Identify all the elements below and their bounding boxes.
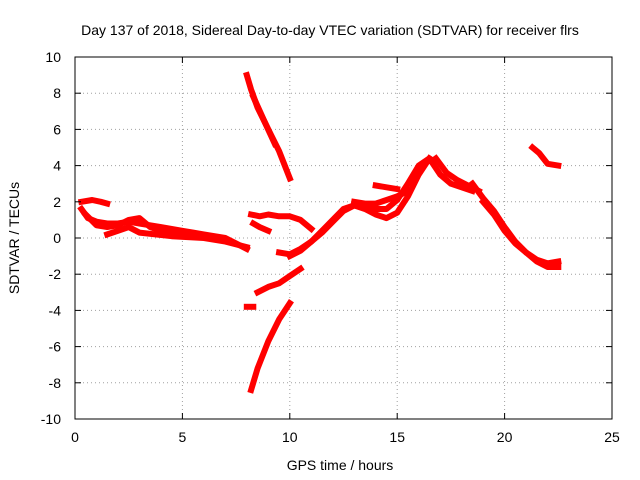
y-tick-label: -10	[41, 411, 61, 427]
x-tick-label: 0	[71, 429, 79, 445]
series-segment-8	[247, 299, 294, 394]
series-segment-13	[285, 154, 434, 261]
y-tick-label: 2	[53, 194, 61, 210]
y-tick-label: 0	[53, 230, 61, 246]
y-tick-label: -2	[49, 266, 62, 282]
y-axis-label: SDTVAR / TECUs	[6, 182, 22, 294]
y-tick-label: -6	[49, 339, 62, 355]
series-segment-18	[478, 197, 562, 270]
series-segment-15	[372, 182, 401, 193]
series-segment-6	[249, 92, 279, 148]
tick-layer: 0 5 10 15 20 25 -10 -8 -6 -4 -2 0 2 4 6 8 10	[41, 49, 620, 445]
series-segment-17	[468, 179, 562, 267]
grid-layer	[75, 57, 612, 419]
series-segment-2	[77, 197, 111, 208]
series-segment-10	[249, 219, 273, 235]
y-tick-label: 8	[53, 85, 61, 101]
chart-title: Day 137 of 2018, Sidereal Day-to-day VTE…	[81, 22, 579, 38]
y-tick-label: 6	[53, 121, 61, 137]
series-segment-1	[77, 204, 251, 253]
x-tick-label: 5	[179, 429, 187, 445]
x-tick-label: 15	[389, 429, 405, 445]
x-axis-label: GPS time / hours	[287, 457, 394, 473]
series-segment-4	[103, 224, 251, 251]
series-segment-19	[528, 143, 562, 170]
x-tick-label: 20	[497, 429, 513, 445]
y-tick-label: 10	[45, 49, 61, 65]
series-layer	[77, 71, 562, 394]
series-segment-9	[247, 210, 316, 234]
series-segment-3	[81, 210, 186, 236]
x-tick-label: 10	[282, 429, 298, 445]
y-tick-label: -8	[49, 375, 62, 391]
y-tick-label: 4	[53, 158, 61, 174]
series-segment-14	[350, 186, 412, 207]
series-segment-11	[253, 264, 305, 297]
y-tick-label: -4	[49, 302, 62, 318]
x-tick-label: 25	[604, 429, 620, 445]
